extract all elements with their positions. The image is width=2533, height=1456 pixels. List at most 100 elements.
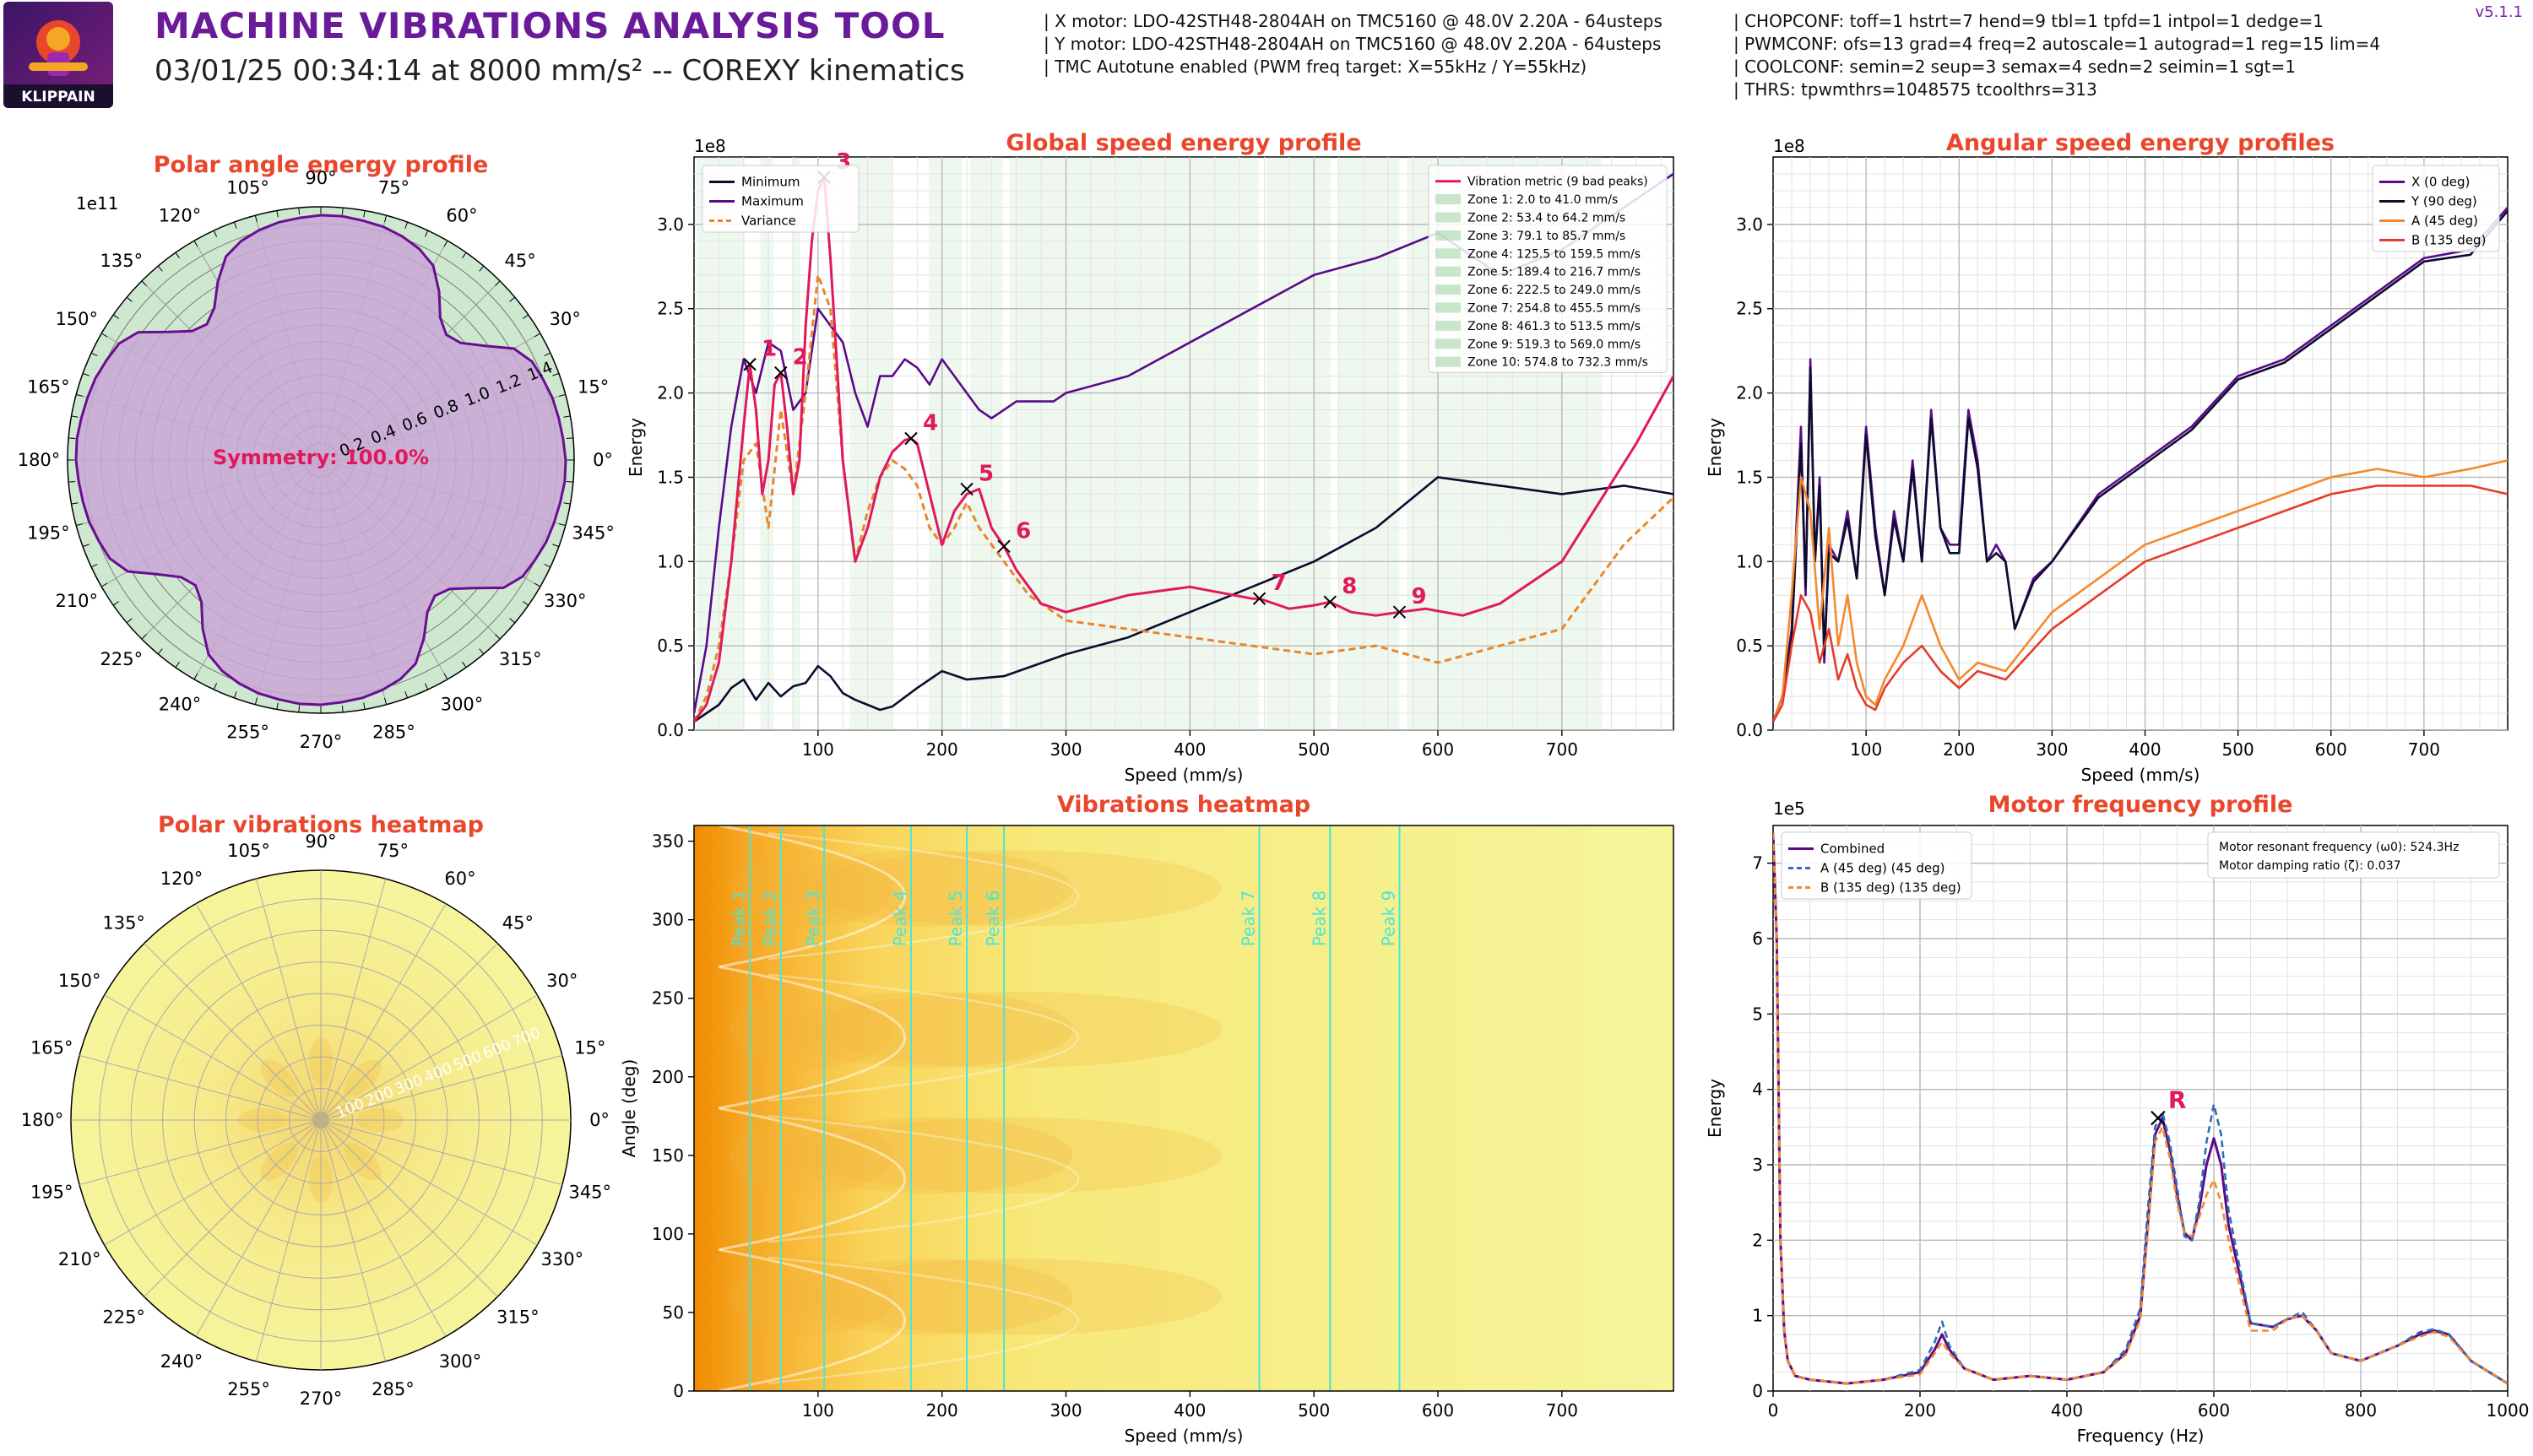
angle-tick-label: 210° (55, 591, 98, 611)
legend-swatch (1435, 338, 1461, 349)
x-tick-label: 500 (2222, 739, 2254, 760)
polar-minor-tick (341, 208, 344, 215)
polar-minor-tick (552, 372, 560, 376)
chart-title: Global speed energy profile (1006, 130, 1361, 156)
polar-spoke (195, 1119, 322, 1337)
peak-marker (960, 482, 974, 496)
peak-marker (1323, 595, 1337, 609)
angle-tick-label: 0° (589, 1110, 610, 1130)
legend-entry: Combined (1820, 842, 1885, 857)
angle-tick-label: 180° (18, 450, 61, 470)
legend-entry: X (0 deg) (2411, 175, 2470, 190)
y-axis-label: Energy (626, 418, 646, 477)
peak-label: 8 (1342, 574, 1357, 599)
y-tick-label: 200 (652, 1067, 684, 1087)
angle-tick-label: 60° (446, 206, 477, 226)
polar-minor-tick (112, 601, 120, 606)
x-tick-label: 400 (1174, 739, 1206, 760)
angle-tick-label: 15° (578, 377, 609, 398)
driver-info-line: | COOLCONF: semin=2 seup=3 semax=4 sedn=… (1733, 57, 2296, 77)
angle-tick-label: 255° (226, 723, 269, 743)
angle-tick-label: 90° (305, 831, 336, 852)
legend-swatch (1435, 248, 1461, 259)
polar-minor-tick (68, 437, 76, 440)
polar-minor-tick (233, 691, 237, 699)
polar-spoke (104, 994, 322, 1121)
x-tick-label: 600 (2198, 1400, 2230, 1421)
y-tick-label: 1.5 (657, 467, 684, 487)
y-tick-label: 50 (663, 1302, 684, 1323)
motor-info-line: | Y motor: LDO-42STH48-2804AH on TMC5160… (1044, 34, 1662, 54)
heat-band (786, 1117, 1073, 1193)
peak-marker (997, 539, 1011, 554)
polar-minor-tick (495, 634, 501, 640)
peak-marker (1252, 592, 1266, 605)
y-tick-label: 0 (673, 1381, 684, 1401)
y-tick-label: 1.0 (1736, 551, 1763, 571)
angle-tick-label: 240° (159, 694, 202, 714)
series-line-maximum (694, 172, 1673, 714)
motor-info: | X motor: LDO-42STH48-2804AH on TMC5160… (1044, 10, 1662, 78)
polar-spoke (195, 903, 322, 1121)
heat-band (811, 1258, 1222, 1335)
heat-arc (767, 973, 1080, 1101)
x-tick-label: 1000 (2487, 1400, 2530, 1421)
series-line-b-135-deg (1773, 484, 2508, 723)
polar-spoke (320, 1119, 498, 1297)
polar-minor-tick (90, 563, 98, 568)
chart-title: Angular speed energy profiles (1946, 130, 2335, 156)
polar-minor-tick (68, 480, 76, 483)
polar-spoke (144, 1119, 322, 1297)
polar-minor-tick (404, 691, 409, 699)
angle-tick-label: 330° (540, 1249, 583, 1269)
polar-spoke (320, 1119, 563, 1186)
y-axis-label: Angle (deg) (619, 1059, 639, 1158)
version-label: v5.1.1 (2475, 3, 2523, 21)
polar-minor-tick (563, 502, 571, 505)
polar-minor-tick (552, 544, 560, 548)
y-tick-label: 0.0 (657, 720, 684, 740)
legend-entry: Zone 9: 519.3 to 569.0 mm/s (1467, 338, 1641, 351)
chart-title: Polar angle energy profile (154, 152, 489, 178)
y-tick-label: 2.0 (657, 383, 684, 403)
info-box (2207, 831, 2500, 879)
angle-tick-label: 300° (441, 694, 484, 714)
peak-marker (904, 431, 918, 446)
legend-swatch (1435, 212, 1461, 223)
polar-spoke (255, 1119, 322, 1362)
legend-entry: A (45 deg) (45 deg) (1820, 861, 1944, 876)
polar-minor-tick (175, 661, 180, 668)
angle-tick-label: 315° (496, 1307, 540, 1327)
x-axis-label: Speed (mm/s) (1125, 1426, 1244, 1446)
angle-tick-label: 105° (227, 841, 270, 861)
legend-box (1428, 165, 1668, 373)
polar-minor-tick (141, 280, 147, 286)
peak-line-label: Peak 1 (729, 890, 749, 947)
legend-entry: Zone 6: 222.5 to 249.0 mm/s (1467, 284, 1641, 297)
x-axis-label: Speed (mm/s) (2081, 765, 2200, 785)
polar-minor-tick (558, 393, 566, 397)
polar-minor-tick (363, 210, 366, 218)
polar-spoke (79, 1054, 322, 1121)
y-tick-label: 1.0 (657, 551, 684, 571)
polar-minor-tick (509, 618, 516, 624)
heatmap-surface (694, 825, 1673, 1391)
polar-minor-tick (341, 705, 344, 712)
series-line-variance (694, 273, 1673, 723)
chart-title: Vibrations heatmap (1057, 792, 1310, 818)
x-tick-label: 800 (2345, 1400, 2377, 1421)
series-line-a-45-deg (1773, 459, 2508, 723)
angle-tick-label: 315° (499, 649, 542, 669)
polar-minor-tick (254, 215, 258, 223)
polar-minor-tick (566, 437, 573, 440)
peak-marker (774, 365, 788, 380)
angle-tick-label: 180° (21, 1110, 64, 1130)
polar-spoke (320, 1119, 538, 1246)
legend-entry: Maximum (741, 194, 804, 209)
angle-tick-label: 0° (593, 450, 613, 470)
angle-tick-label: 45° (505, 251, 536, 271)
y-tick-label: 2.0 (1736, 383, 1763, 403)
angle-tick-label: 285° (372, 1379, 415, 1399)
polar-minor-tick (298, 705, 301, 712)
